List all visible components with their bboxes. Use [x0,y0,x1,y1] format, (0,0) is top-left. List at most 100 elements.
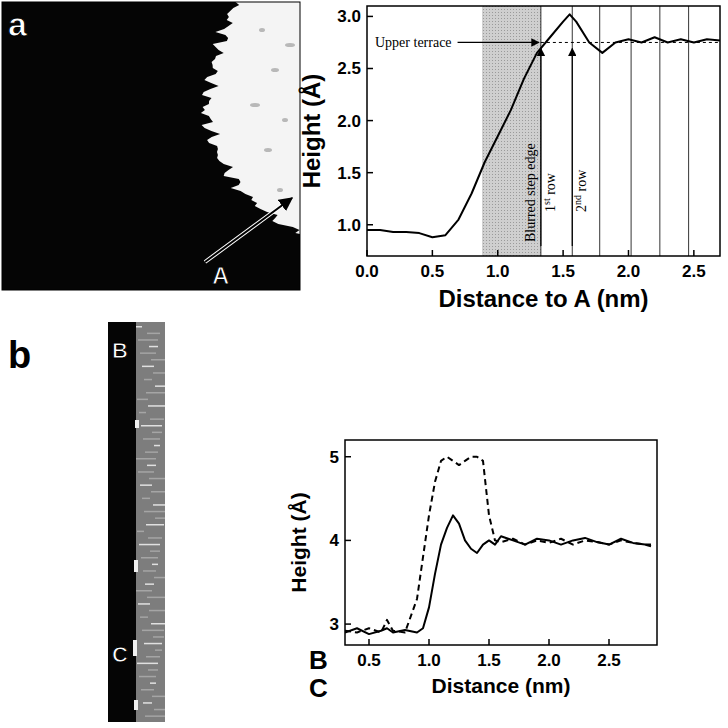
x-tick-label: 0.0 [355,262,379,281]
chart-1: 0.51.01.52.02.5345Distance (nm)Height (Å… [287,440,657,703]
row-number: 1 [543,205,558,212]
image-frame [2,2,300,290]
speck [285,43,295,47]
y-tick-label: 2.0 [337,112,361,131]
x-tick-label: 1.0 [486,262,510,281]
profile-line [367,14,720,237]
texture-line [138,603,150,605]
y-tick [367,224,373,226]
legend-entry: C [309,673,328,703]
x-tick-label: 1.0 [417,651,441,670]
texture-line [144,379,152,381]
texture-line [138,339,158,341]
bright-edge-spot [134,700,138,710]
texture-line [146,392,165,394]
legend-entry: B [309,645,328,675]
y-tick [345,540,351,542]
bright-edge-spot [135,420,139,428]
x-tick [488,639,490,645]
texture-line [141,689,154,691]
plot-frame [345,440,657,645]
x-tick [608,639,610,645]
plot-area [345,457,651,634]
texture-line [148,405,165,407]
row-word: row [543,172,558,198]
texture-line [152,564,158,566]
terrace-arrow [458,42,539,43]
speck [250,103,260,107]
texture-line [144,511,165,513]
row-word: row [574,169,589,195]
y-tick-label: 2.5 [337,59,361,78]
texture-line [139,676,156,678]
texture-line [154,709,165,711]
panel-letter: a [8,5,28,43]
texture-line [150,550,160,552]
plot-frame [367,6,720,256]
texture-line [143,570,156,572]
image-label: B [112,338,128,363]
x-tick [432,250,434,256]
texture-line [137,663,158,665]
y-tick-label: 3.0 [337,7,361,26]
texture-line [150,418,164,420]
texture-line [155,517,165,519]
x-tick [628,250,630,256]
profile-line [345,457,651,633]
texture-line [149,346,158,348]
x-tick [693,250,695,256]
texture-line [142,498,150,500]
texture-line [151,359,165,361]
upper-terrace-region [136,322,165,722]
row-line [659,6,660,256]
texture-line [151,491,165,493]
plot-area [367,6,720,256]
texture-line [155,649,162,651]
x-tick [366,250,368,256]
x-tick-label: 1.5 [551,262,575,281]
texture-line [152,432,162,434]
texture-line [142,630,164,632]
texture-line [147,333,160,335]
y-tick [345,456,351,458]
texture-line [136,458,156,460]
texture-line [144,643,162,645]
texture-line [140,616,148,618]
panel-letter: b [8,334,31,376]
profile-line [345,515,651,634]
texture-line [149,610,165,612]
y-tick [367,120,373,122]
texture-line [147,597,165,599]
row-arrow [572,48,573,246]
texture-line [137,531,144,533]
texture-line [147,465,156,467]
band-label: Blurred step edge [523,143,538,242]
texture-line [154,445,160,447]
x-tick-label: 0.5 [421,262,445,281]
profile-arrow [205,198,292,262]
y-tick-label: 1.5 [337,164,361,183]
x-tick [368,639,370,645]
texture-line [138,471,154,473]
texture-line [148,669,158,671]
texture-line [136,326,142,328]
x-tick-label: 2.0 [537,651,561,670]
speck [264,148,272,152]
x-tick-label: 2.0 [617,262,641,281]
speck [277,188,283,192]
texture-line [137,399,148,401]
upper-terrace-region [201,2,300,234]
speck [271,68,279,72]
upper-terrace-label: Upper terrace [375,35,452,50]
x-tick [548,639,550,645]
x-tick [497,250,499,256]
texture-line [136,590,152,592]
stm-image-b [108,322,165,722]
stm-image-a [2,2,300,290]
texture-line [141,557,158,559]
bright-edge-spot [134,560,138,572]
x-tick-label: 0.5 [357,651,381,670]
texture-line [139,412,146,414]
texture-line [154,577,165,579]
image-label: C [112,642,128,667]
